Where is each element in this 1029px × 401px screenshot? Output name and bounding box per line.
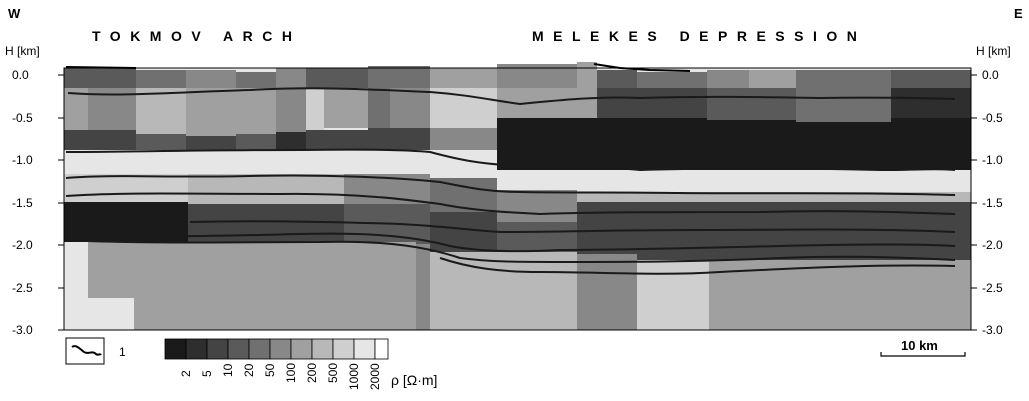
right-tick-4: -2.0	[982, 238, 1003, 252]
scale-swatch-2	[207, 339, 228, 359]
right-tick-0: 0.0	[982, 68, 999, 82]
scale-swatch-10	[375, 339, 388, 359]
left-tick-0: 0.0	[12, 68, 29, 82]
melekes-depression-title: MELEKES DEPRESSION	[532, 28, 866, 44]
scale-value-50: 50	[263, 363, 277, 377]
right-tick-5: -2.5	[982, 281, 1003, 295]
resistivity-section	[64, 62, 971, 330]
left-axis-label: H [km]	[5, 44, 40, 58]
scale-swatch-0	[165, 339, 186, 359]
left-tick-5: -2.5	[12, 281, 33, 295]
right-tick-3: -1.5	[982, 196, 1003, 210]
left-tick-2: -1.0	[12, 153, 33, 167]
right-tick-1: -0.5	[982, 111, 1003, 125]
scale-value-1000: 1000	[347, 363, 361, 390]
scale-swatch-6	[291, 339, 312, 359]
scale-swatch-9	[354, 339, 375, 359]
tokmov-arch-title: TOKMOV ARCH	[92, 28, 302, 44]
scale-value-200: 200	[305, 363, 319, 383]
scale-value-100: 100	[284, 363, 298, 383]
right-axis-label: H [km]	[976, 44, 1011, 58]
resistivity-unit-label: ρ [Ω·m]	[391, 372, 437, 388]
west-label: W	[8, 6, 21, 21]
right-tick-2: -1.0	[982, 153, 1003, 167]
scale-value-20: 20	[242, 363, 256, 377]
scale-swatch-4	[249, 339, 270, 359]
left-tick-6: -3.0	[12, 323, 33, 337]
scale-value-5: 5	[200, 370, 214, 377]
scale-bar-label: 10 km	[901, 338, 938, 353]
scale-swatch-5	[270, 339, 291, 359]
scale-value-10: 10	[221, 363, 235, 377]
left-tick-4: -2.0	[12, 238, 33, 252]
resistivity-color-scale: 2 5 10 20 50 100 200 500 1000 2000 ρ [Ω·…	[165, 339, 437, 390]
left-depth-axis: 0.0 -0.5 -1.0 -1.5 -2.0 -2.5 -3.0	[12, 68, 64, 337]
scale-swatch-8	[333, 339, 354, 359]
legend-line-label: 1	[119, 345, 126, 359]
right-depth-axis: 0.0 -0.5 -1.0 -1.5 -2.0 -2.5 -3.0	[971, 68, 1003, 337]
legend-line-symbol: 1	[66, 338, 126, 364]
east-label: E	[1014, 6, 1023, 21]
scale-value-500: 500	[326, 363, 340, 383]
scale-value-2000: 2000	[368, 363, 382, 390]
scale-swatch-1	[186, 339, 207, 359]
scale-value-2: 2	[179, 370, 193, 377]
right-tick-6: -3.0	[982, 323, 1003, 337]
scale-swatch-3	[228, 339, 249, 359]
left-tick-1: -0.5	[12, 111, 33, 125]
scale-bar: 10 km	[881, 338, 965, 356]
scale-swatch-7	[312, 339, 333, 359]
left-tick-3: -1.5	[12, 196, 33, 210]
